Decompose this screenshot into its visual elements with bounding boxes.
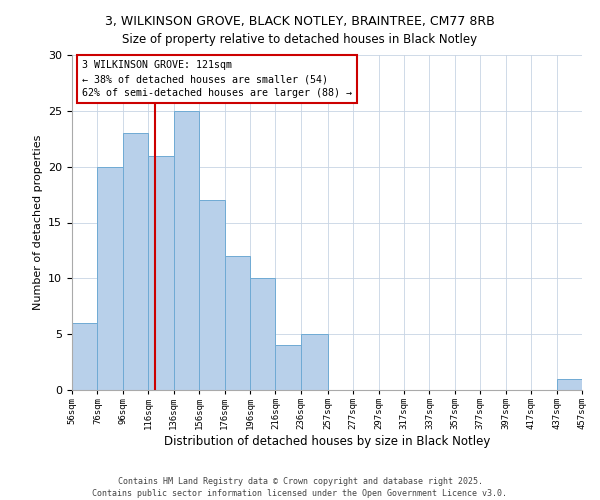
Bar: [224, 256, 250, 390]
Bar: [148, 156, 174, 390]
Bar: [275, 346, 301, 390]
X-axis label: Distribution of detached houses by size in Black Notley: Distribution of detached houses by size …: [164, 435, 490, 448]
Bar: [250, 278, 275, 390]
Text: Size of property relative to detached houses in Black Notley: Size of property relative to detached ho…: [122, 32, 478, 46]
Bar: [199, 200, 224, 390]
Bar: [123, 133, 148, 390]
Bar: [97, 166, 123, 390]
Text: 3, WILKINSON GROVE, BLACK NOTLEY, BRAINTREE, CM77 8RB: 3, WILKINSON GROVE, BLACK NOTLEY, BRAINT…: [105, 15, 495, 28]
Text: 3 WILKINSON GROVE: 121sqm
← 38% of detached houses are smaller (54)
62% of semi-: 3 WILKINSON GROVE: 121sqm ← 38% of detac…: [82, 60, 352, 98]
Bar: [557, 379, 582, 390]
Text: Contains HM Land Registry data © Crown copyright and database right 2025.
Contai: Contains HM Land Registry data © Crown c…: [92, 476, 508, 498]
Bar: [72, 323, 97, 390]
Bar: [174, 111, 199, 390]
Y-axis label: Number of detached properties: Number of detached properties: [32, 135, 43, 310]
Bar: [301, 334, 328, 390]
